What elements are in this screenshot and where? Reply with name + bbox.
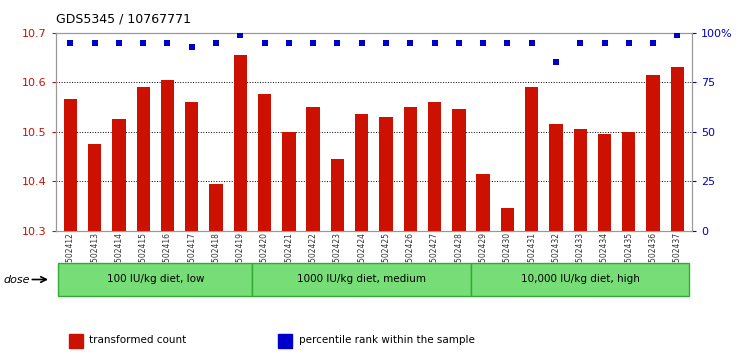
Point: [380, 40, 392, 45]
Point: [477, 40, 489, 45]
Bar: [234, 55, 247, 231]
Point: [574, 40, 586, 45]
Bar: [282, 132, 295, 231]
Bar: [379, 117, 393, 231]
Text: GDS5345 / 10767771: GDS5345 / 10767771: [56, 13, 190, 26]
Bar: [88, 144, 101, 231]
Text: percentile rank within the sample: percentile rank within the sample: [299, 335, 475, 346]
Bar: [112, 119, 126, 231]
Bar: [307, 107, 320, 231]
Bar: [278, 334, 292, 348]
Bar: [549, 124, 562, 231]
Point: [332, 40, 344, 45]
Point: [526, 40, 538, 45]
Point: [429, 40, 440, 45]
Text: 100 IU/kg diet, low: 100 IU/kg diet, low: [106, 274, 204, 284]
Bar: [68, 334, 83, 348]
Bar: [161, 79, 174, 231]
Point: [65, 40, 77, 45]
Point: [259, 40, 271, 45]
Point: [453, 40, 465, 45]
Bar: [428, 102, 441, 231]
Bar: [185, 102, 199, 231]
Bar: [137, 87, 150, 231]
Point: [234, 32, 246, 37]
Bar: [525, 87, 539, 231]
Text: dose: dose: [4, 274, 31, 285]
Point: [647, 40, 659, 45]
Point: [113, 40, 125, 45]
Bar: [258, 94, 272, 231]
Point: [307, 40, 319, 45]
Bar: [598, 134, 611, 231]
Point: [671, 32, 683, 37]
Point: [404, 40, 416, 45]
Bar: [501, 208, 514, 231]
Point: [356, 40, 368, 45]
Bar: [355, 114, 368, 231]
Point: [161, 40, 173, 45]
Bar: [331, 159, 344, 231]
Bar: [58, 263, 252, 296]
Point: [186, 44, 198, 49]
Point: [137, 40, 149, 45]
Bar: [209, 184, 222, 231]
Text: 10,000 IU/kg diet, high: 10,000 IU/kg diet, high: [521, 274, 640, 284]
Point: [210, 40, 222, 45]
Bar: [64, 99, 77, 231]
Text: transformed count: transformed count: [89, 335, 186, 346]
Bar: [574, 129, 587, 231]
Point: [599, 40, 611, 45]
Point: [283, 40, 295, 45]
Bar: [403, 107, 417, 231]
Bar: [670, 67, 684, 231]
Point: [550, 60, 562, 65]
Point: [501, 40, 513, 45]
Point: [623, 40, 635, 45]
Bar: [471, 263, 690, 296]
Bar: [476, 174, 490, 231]
Bar: [647, 75, 660, 231]
Bar: [622, 132, 635, 231]
Point: [89, 40, 100, 45]
Bar: [452, 109, 466, 231]
Text: 1000 IU/kg diet, medium: 1000 IU/kg diet, medium: [297, 274, 426, 284]
Bar: [252, 263, 471, 296]
